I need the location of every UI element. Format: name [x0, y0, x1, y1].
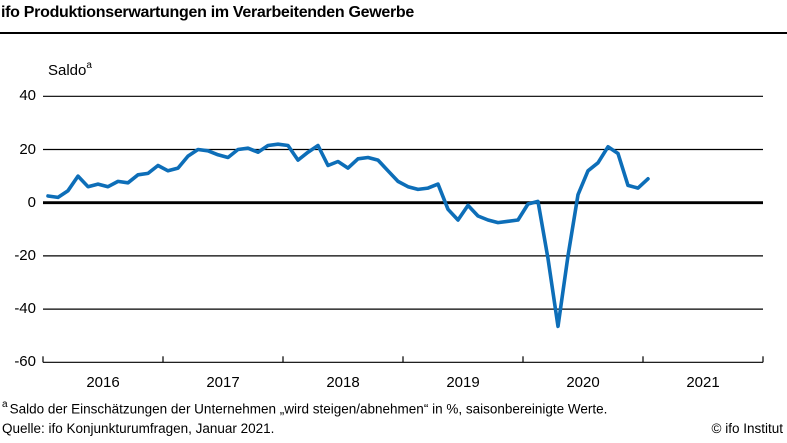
y-axis-unit-text: Saldo	[48, 62, 87, 79]
y-axis-unit-label: Saldoa	[48, 60, 94, 79]
x-tick-label: 2018	[326, 374, 360, 391]
x-tick-label: 2019	[446, 374, 480, 391]
x-tick-label: 2016	[86, 374, 120, 391]
y-tick-label: -20	[14, 246, 36, 264]
y-tick-label: 0	[27, 193, 36, 211]
y-tick-label: -60	[14, 353, 36, 371]
page-title: ifo Produktionserwartungen im Verarbeite…	[1, 4, 414, 21]
footnote-marker-superscript: a	[86, 60, 92, 71]
x-tick-label: 2020	[566, 374, 600, 391]
source-line: Quelle: ifo Konjunkturumfragen, Januar 2…	[2, 421, 275, 436]
footnote-marker: a	[2, 399, 8, 410]
series-line	[46, 142, 650, 329]
y-tick-label: 20	[19, 140, 36, 158]
footnote: a Saldo der Einschätzungen der Unternehme…	[2, 399, 608, 417]
title-divider	[0, 31, 787, 34]
copyright: © ifo Institut	[711, 421, 783, 436]
y-tick-label: 40	[19, 87, 36, 105]
footnote-text: Saldo der Einschätzungen der Unternehmen…	[9, 401, 608, 417]
x-tick-label: 2017	[206, 374, 240, 391]
x-tick-label: 2021	[686, 374, 720, 391]
y-tick-label: -40	[14, 300, 36, 318]
